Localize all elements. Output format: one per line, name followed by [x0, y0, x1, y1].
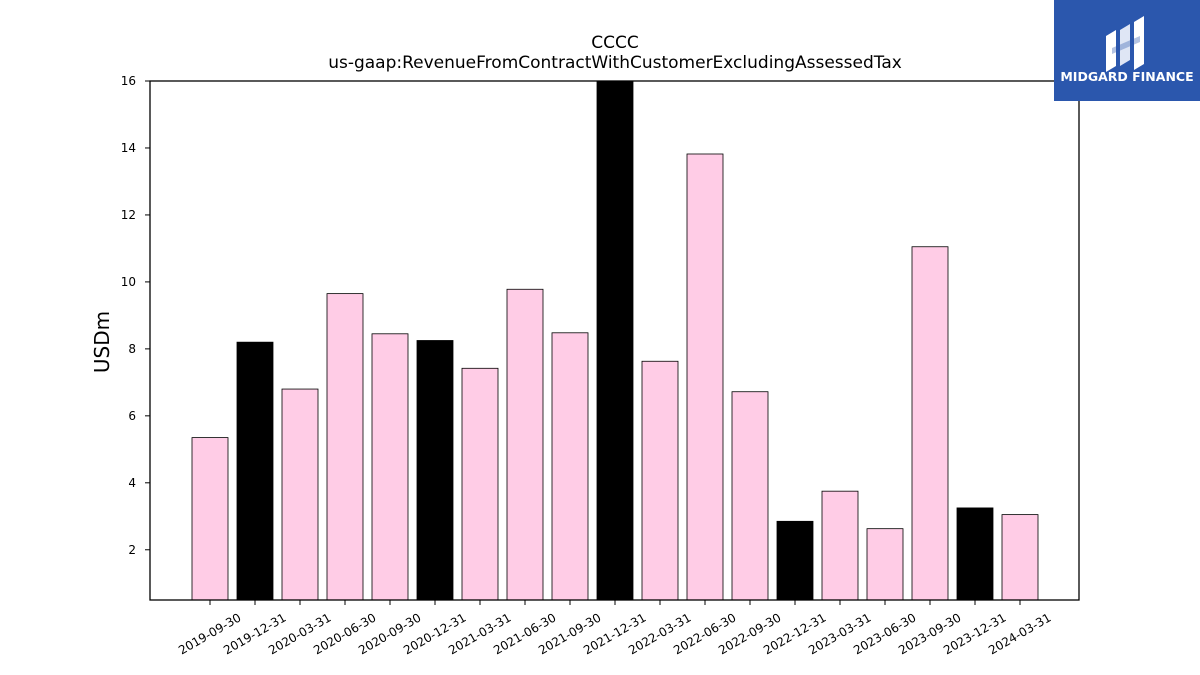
- bar-2023-09-30: [911, 246, 949, 601]
- bar-2019-12-31: [236, 341, 274, 601]
- bar-2020-12-31: [416, 340, 454, 601]
- bar-2022-12-31: [776, 520, 814, 601]
- bar-2022-06-30: [686, 153, 724, 601]
- bar-2022-03-31: [641, 360, 679, 601]
- brand-name: MIDGARD FINANCE: [1060, 69, 1193, 84]
- bar-2021-06-30: [506, 288, 544, 601]
- bar-2020-09-30: [371, 333, 409, 601]
- brand-logo: MIDGARD FINANCE: [1054, 0, 1200, 101]
- y-tick-label: 4: [128, 476, 136, 490]
- y-tick-label: 12: [121, 208, 136, 222]
- bar-2024-03-31: [1001, 514, 1039, 601]
- bar-2023-06-30: [866, 528, 904, 601]
- bar-2023-03-31: [821, 490, 859, 601]
- y-tick-label: 6: [128, 409, 136, 423]
- bar-2020-06-30: [326, 293, 364, 601]
- y-tick-label: 14: [121, 141, 136, 155]
- y-tick-label: 10: [121, 275, 136, 289]
- x-axis-ticks: 2019-09-302019-12-312020-03-312020-06-30…: [176, 600, 1054, 657]
- y-tick-label: 2: [128, 543, 136, 557]
- bar-2021-09-30: [551, 332, 589, 601]
- bar-2021-12-31: [596, 80, 634, 601]
- y-tick-label: 16: [121, 74, 136, 88]
- bars-group: [191, 80, 1039, 601]
- bar-2021-03-31: [461, 367, 499, 601]
- plot-area-frame: [149, 80, 1080, 601]
- bar-2020-03-31: [281, 388, 319, 601]
- y-axis-ticks: 2 4 6 8 10 12 14 16: [121, 74, 150, 557]
- bar-2019-09-30: [191, 437, 229, 601]
- y-axis-label: USDm: [90, 311, 114, 373]
- bar-2023-12-31: [956, 507, 994, 601]
- bar-2022-09-30: [731, 391, 769, 601]
- y-tick-label: 8: [128, 342, 136, 356]
- chart-title: CCCC: [591, 33, 638, 53]
- chart-subtitle: us-gaap:RevenueFromContractWithCustomerE…: [328, 53, 902, 73]
- midgard-logo-icon: [1106, 16, 1144, 72]
